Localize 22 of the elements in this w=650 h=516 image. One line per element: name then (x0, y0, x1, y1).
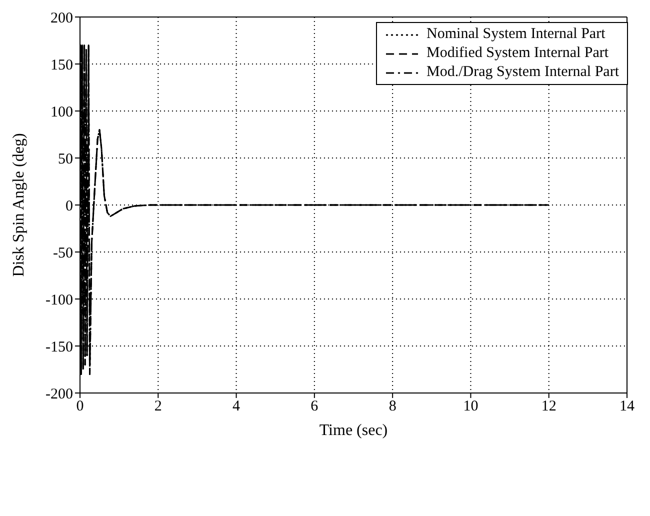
legend-label: Nominal System Internal Part (426, 25, 606, 44)
x-tick-label: 12 (541, 398, 556, 415)
x-tick-label: 14 (620, 398, 635, 415)
y-tick-label: 50 (58, 151, 73, 168)
x-tick-label: 4 (232, 398, 241, 415)
y-tick-label: 0 (66, 198, 73, 214)
y-tick-label: -50 (53, 245, 73, 262)
y-tick-label: 200 (50, 10, 73, 26)
x-tick-label: 6 (310, 398, 319, 415)
x-axis-title: Time (sec) (319, 422, 388, 439)
legend-label: Modified System Internal Part (426, 44, 609, 63)
y-tick-label: -200 (46, 386, 73, 402)
y-axis-title: Disk Spin Angle (deg) (10, 133, 28, 277)
legend-label: Mod./Drag System Internal Part (426, 63, 619, 82)
x-tick-label: 10 (463, 398, 478, 415)
y-tick-label: -100 (46, 292, 73, 308)
x-tick-label: 0 (76, 398, 84, 415)
y-tick-label: 100 (50, 104, 73, 120)
y-tick-label: -150 (46, 339, 73, 356)
x-tick-label: 8 (388, 398, 396, 415)
x-tick-label: 2 (154, 398, 162, 415)
y-tick-label: 150 (50, 57, 73, 74)
